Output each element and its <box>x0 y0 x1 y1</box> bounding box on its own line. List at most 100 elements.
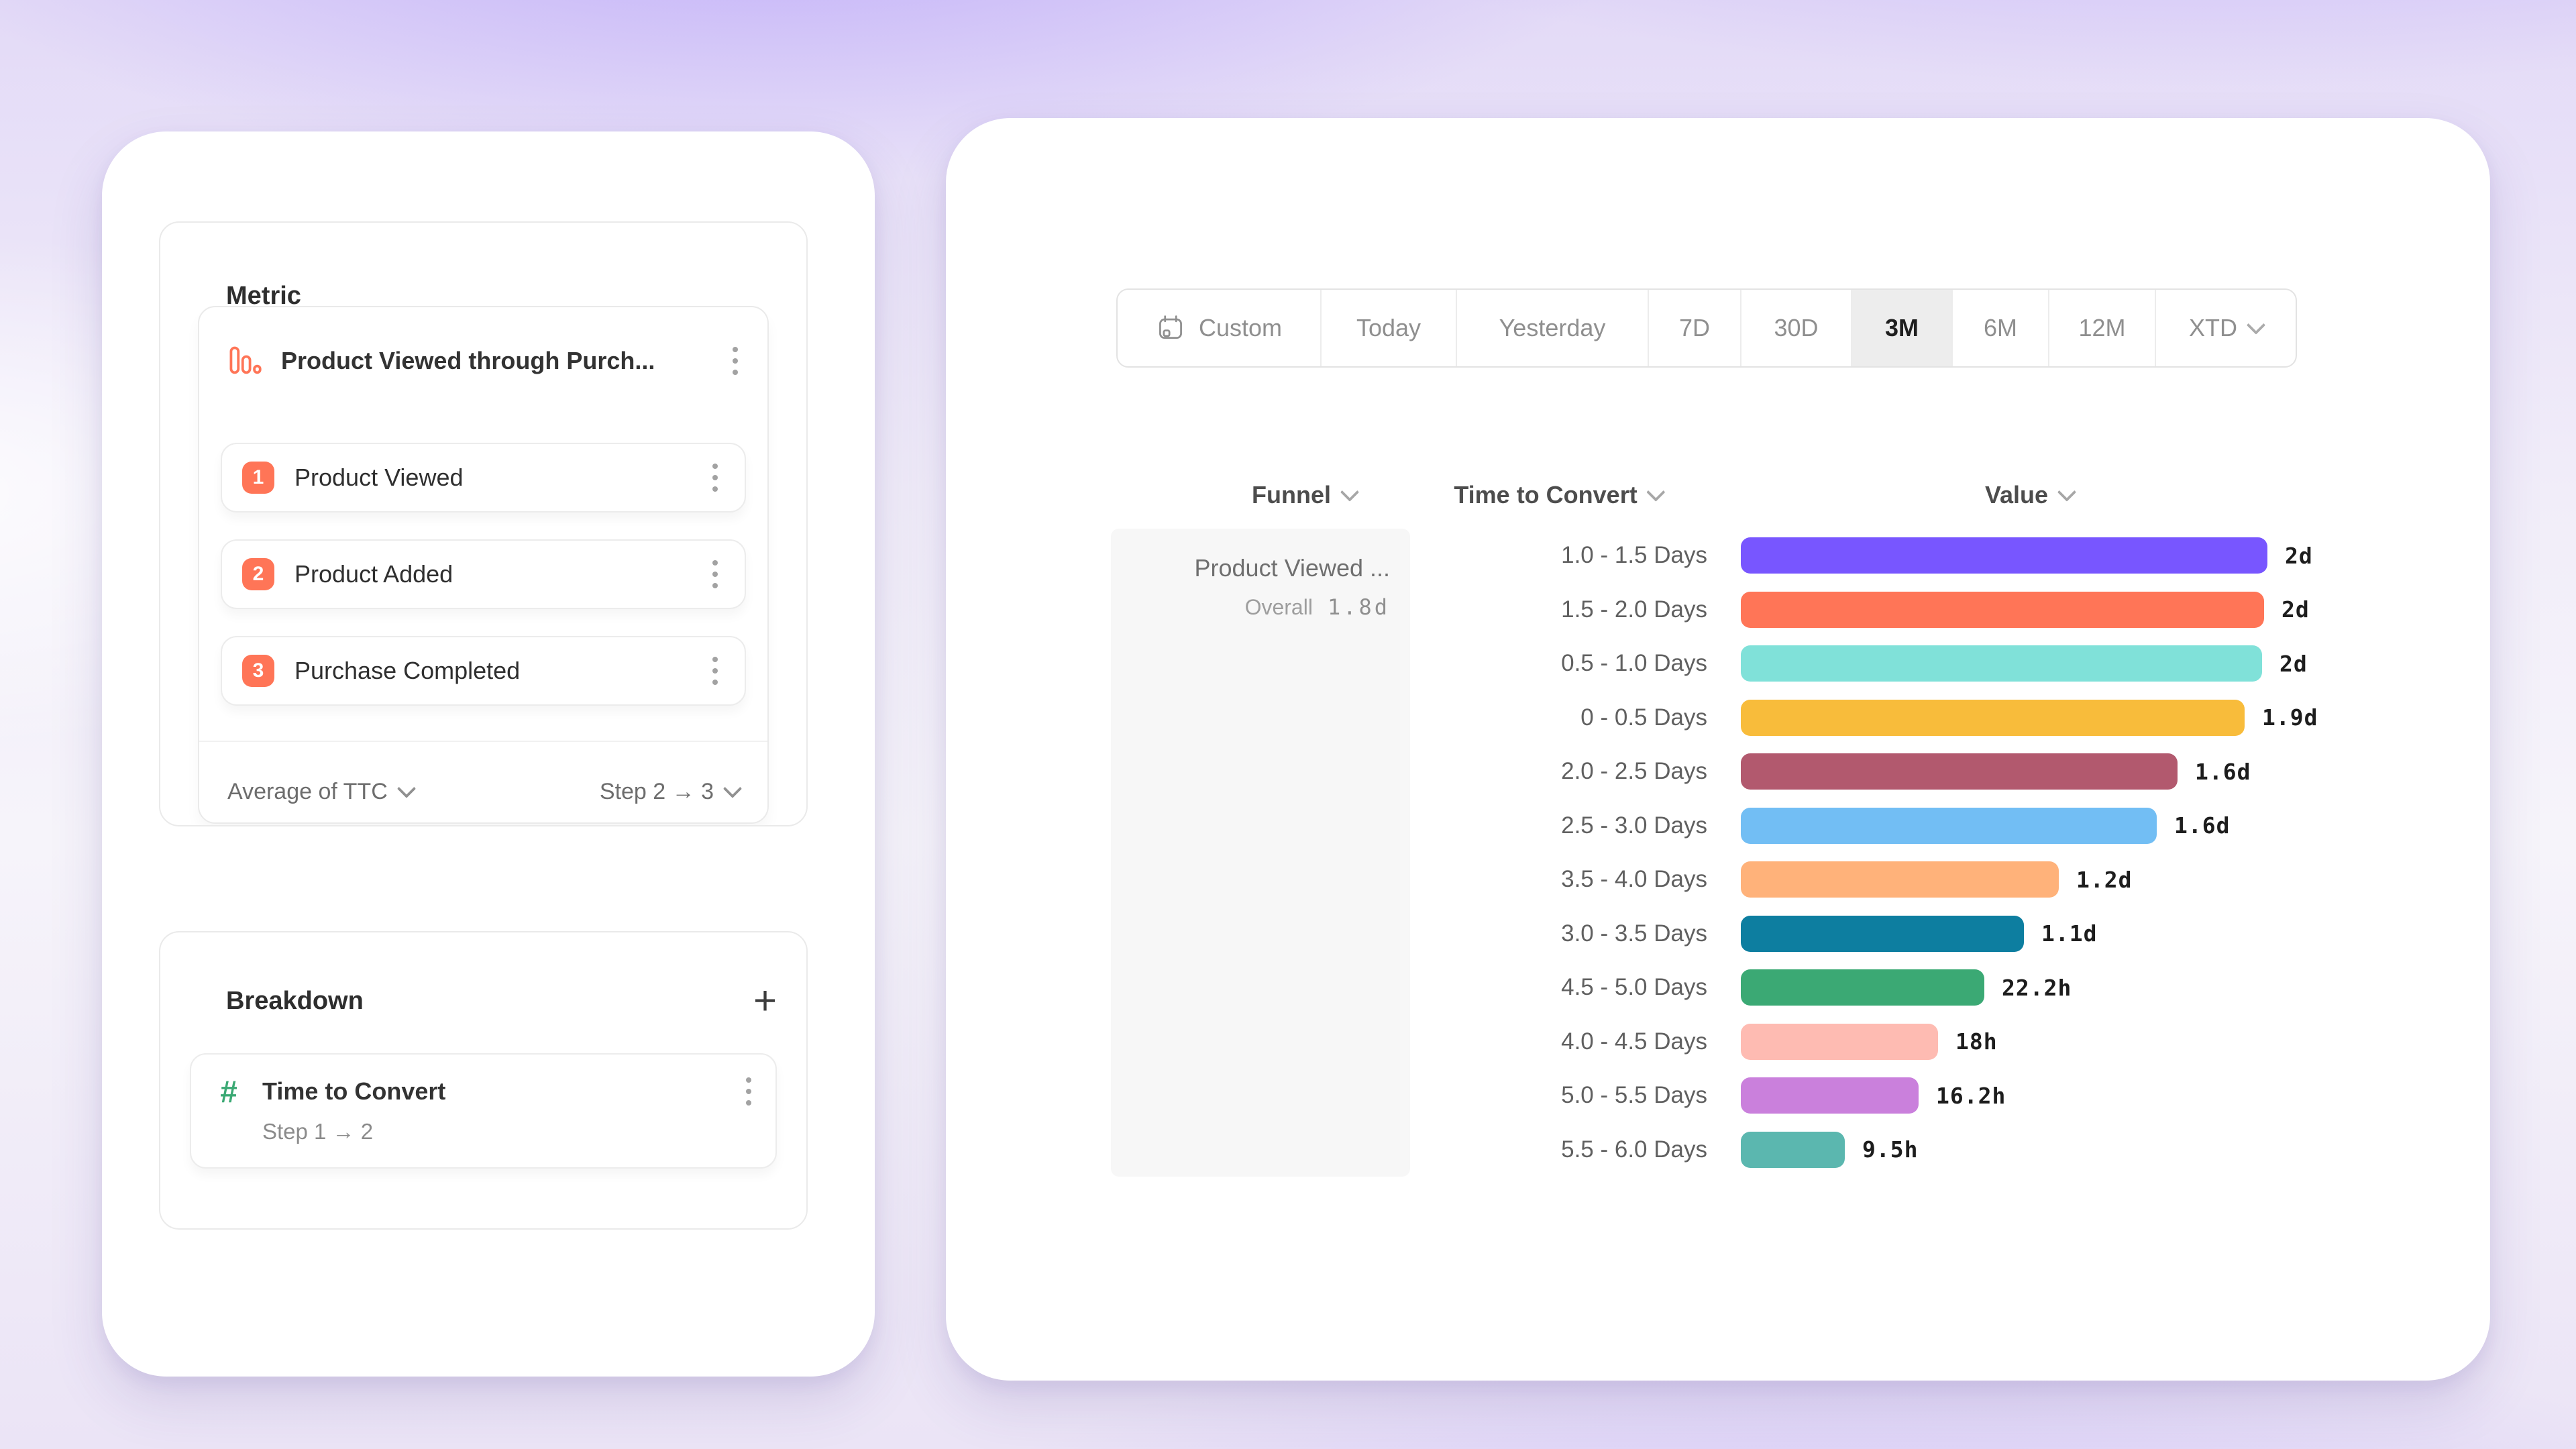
step-number-badge: 2 <box>242 558 274 590</box>
bucket-label: 2.5 - 3.0 Days <box>1561 812 1707 839</box>
step-kebab-menu-button[interactable] <box>706 651 724 690</box>
value-column-header[interactable]: Value <box>1981 480 2078 510</box>
value-column-label: Value <box>1984 481 2049 508</box>
value-bar[interactable] <box>1741 969 1984 1006</box>
date-range-option-label: Custom <box>1198 314 1283 341</box>
bar-value-label: 2d <box>2279 650 2308 677</box>
breakdown-item-row: # Time to Convert <box>213 1072 758 1111</box>
bucket-label: 4.5 - 5.0 Days <box>1561 974 1707 1001</box>
step-number-badge: 1 <box>242 462 274 494</box>
bucket-label: 1.0 - 1.5 Days <box>1561 542 1707 569</box>
date-range-option-label: Yesterday <box>1499 314 1606 341</box>
chevron-down-icon <box>1646 482 1666 502</box>
step-kebab-menu-button[interactable] <box>706 458 724 497</box>
value-bar[interactable] <box>1741 861 2059 898</box>
calendar-icon <box>1156 313 1185 343</box>
bucket-label: 5.5 - 6.0 Days <box>1561 1136 1707 1163</box>
bar-value-label: 1.9d <box>2262 704 2318 731</box>
bar-value-label: 22.2h <box>2002 974 2072 1001</box>
breakdown-column-header[interactable]: Time to Convert <box>1450 480 1666 510</box>
funnel-step-card[interactable]: 1 Product Viewed <box>221 443 746 513</box>
funnel-chart-icon <box>227 343 262 378</box>
bucket-label: 5.0 - 5.5 Days <box>1561 1082 1707 1109</box>
funnel-cell-overall: Overall 1.8d <box>1111 594 1390 620</box>
overall-label: Overall <box>1244 595 1313 619</box>
breakdown-kebab-menu-button[interactable] <box>739 1072 758 1111</box>
funnel-column-label: Funnel <box>1252 481 1331 508</box>
report-panel: Custom Today Yesterday 7D 30D 3M 6M 12M XTD Funn… <box>946 118 2490 1381</box>
ttc-bucket-row: 3.0 - 3.5 Days 1.1d <box>1415 907 2422 961</box>
ttc-bucket-row: 1.0 - 1.5 Days 2d <box>1415 529 2422 583</box>
chevron-down-icon <box>722 779 743 798</box>
ttc-bar-chart: 1.0 - 1.5 Days 2d 1.5 - 2.0 Days 2d 0.5 - 1.… <box>1415 529 2422 1177</box>
breakdown-property-label: Time to Convert <box>262 1077 446 1105</box>
date-range-option-label: Today <box>1356 314 1421 341</box>
bucket-label: 1.5 - 2.0 Days <box>1561 596 1707 623</box>
step-range-label: Step 2 → 3 <box>599 778 714 804</box>
value-bar[interactable] <box>1741 915 2024 952</box>
date-range-option-12m[interactable]: 12M <box>2049 290 2156 366</box>
funnel-column-header[interactable]: Funnel <box>1248 480 1360 510</box>
funnel-metric-header: Product Viewed through Purch... <box>199 307 767 394</box>
metric-title[interactable]: Product Viewed through Purch... <box>281 347 655 374</box>
aggregation-label: Average of TTC <box>227 778 388 804</box>
step-range-dropdown[interactable]: Step 2 → 3 <box>599 778 743 805</box>
metric-kebab-menu-button[interactable] <box>726 341 745 380</box>
overall-value: 1.8d <box>1327 594 1390 620</box>
funnel-steps-list: 1 Product Viewed 2 Product Added 3 Purchase C… <box>199 394 767 706</box>
chevron-down-icon <box>2057 482 2077 502</box>
bar-value-label: 1.1d <box>2041 920 2098 947</box>
chevron-down-icon <box>1340 482 1360 502</box>
chevron-down-icon <box>396 779 416 798</box>
bucket-label: 3.5 - 4.0 Days <box>1561 866 1707 893</box>
ttc-bucket-row: 5.5 - 6.0 Days 9.5h <box>1415 1123 2422 1177</box>
metric-section: Metric Product Viewed through Purch... <box>159 221 808 826</box>
date-range-option-yesterday[interactable]: Yesterday <box>1457 290 1649 366</box>
ttc-bucket-row: 4.5 - 5.0 Days 22.2h <box>1415 961 2422 1015</box>
breakdown-column-label: Time to Convert <box>1454 481 1638 508</box>
date-range-option-30d[interactable]: 30D <box>1741 290 1852 366</box>
value-bar[interactable] <box>1741 1023 1938 1060</box>
funnel-cell[interactable]: Product Viewed ... Overall 1.8d <box>1111 529 1410 1177</box>
breakdown-item-card[interactable]: # Time to Convert Step 1 → 2 <box>190 1053 777 1169</box>
metric-footer-divider <box>199 741 767 742</box>
value-bar[interactable] <box>1741 591 2264 628</box>
date-range-option-label: 6M <box>1983 314 2017 341</box>
funnel-step-card[interactable]: 3 Purchase Completed <box>221 636 746 706</box>
date-range-picker: Custom Today Yesterday 7D 30D 3M 6M 12M XTD <box>1116 288 2297 368</box>
ttc-bucket-row: 1.5 - 2.0 Days 2d <box>1415 583 2422 637</box>
date-range-option-label: 12M <box>2078 314 2126 341</box>
date-range-option-label: 7D <box>1678 314 1711 341</box>
date-range-option-7d[interactable]: 7D <box>1649 290 1741 366</box>
value-bar[interactable] <box>1741 699 2245 736</box>
bucket-label: 0.5 - 1.0 Days <box>1561 650 1707 677</box>
breakdown-header: Breakdown + <box>160 932 806 1023</box>
date-range-option-label: XTD <box>2189 314 2237 341</box>
date-range-option-today[interactable]: Today <box>1322 290 1457 366</box>
bar-value-label: 1.6d <box>2174 812 2231 839</box>
bar-value-label: 2d <box>2282 596 2310 623</box>
value-bar[interactable] <box>1741 1077 1919 1114</box>
date-range-option-xtd[interactable]: XTD <box>2156 290 2296 366</box>
value-bar[interactable] <box>1741 537 2267 574</box>
ttc-bucket-row: 4.0 - 4.5 Days 18h <box>1415 1015 2422 1069</box>
bar-value-label: 2d <box>2285 542 2313 569</box>
aggregation-dropdown[interactable]: Average of TTC <box>227 778 416 805</box>
date-range-option-3m[interactable]: 3M <box>1852 290 1953 366</box>
value-bar[interactable] <box>1741 807 2157 844</box>
funnel-metric-card[interactable]: Product Viewed through Purch... 1 Product… <box>198 306 769 824</box>
date-range-option-6m[interactable]: 6M <box>1953 290 2049 366</box>
bucket-label: 2.0 - 2.5 Days <box>1561 758 1707 785</box>
add-breakdown-button[interactable]: + <box>753 978 777 1023</box>
value-bar[interactable] <box>1741 645 2262 682</box>
value-bar[interactable] <box>1741 753 2178 790</box>
step-kebab-menu-button[interactable] <box>706 555 724 594</box>
bar-value-label: 16.2h <box>1936 1082 2006 1109</box>
bar-value-label: 1.2d <box>2076 866 2133 893</box>
value-bar[interactable] <box>1741 1131 1845 1168</box>
date-range-option-custom[interactable]: Custom <box>1118 290 1322 366</box>
funnel-step-card[interactable]: 2 Product Added <box>221 539 746 609</box>
date-range-option-label: 3M <box>1884 314 1919 341</box>
step-event-label: Product Added <box>294 560 453 588</box>
